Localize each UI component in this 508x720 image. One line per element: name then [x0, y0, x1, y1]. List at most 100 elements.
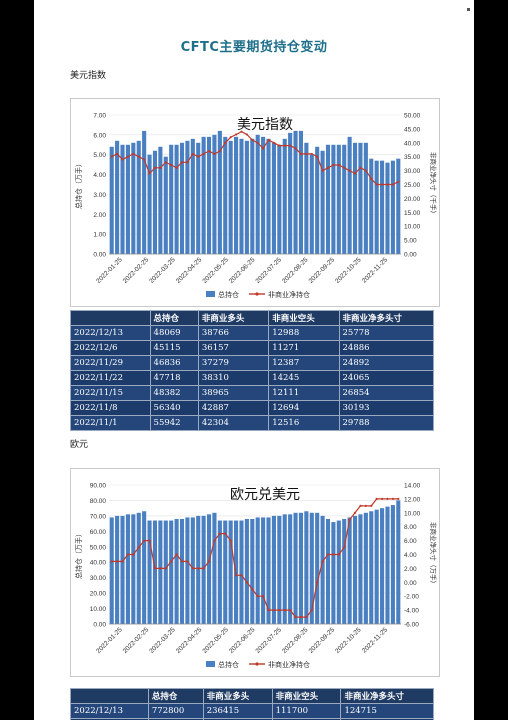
- line-point: [224, 532, 227, 535]
- bar: [147, 154, 152, 254]
- line-point: [116, 560, 119, 563]
- bar: [109, 517, 114, 624]
- line-point: [132, 152, 135, 156]
- line-point: [170, 560, 173, 563]
- line-point: [326, 553, 330, 556]
- table-cell: 55942: [149, 415, 199, 431]
- y-left-tick-label: 3.00: [93, 192, 106, 199]
- table-cell: 29788: [338, 415, 434, 431]
- bar: [304, 142, 309, 254]
- table-cell: 48069: [149, 325, 199, 341]
- eur-positions-table: 总持仓 非商业多头 非商业空头 非商业净多头寸 2022/12/13 772800 2364…: [70, 688, 434, 720]
- line-point: [272, 609, 276, 612]
- table-cell: 2022/11/29: [70, 355, 151, 371]
- document-page: CFTC主要期货持仓变动 美元指数 0.00 1.00 2.00 3.00 4.00 5.…: [34, 0, 474, 720]
- table-header-cell: 非商业净多头寸: [340, 688, 434, 704]
- bar: [374, 160, 379, 254]
- bar: [147, 520, 152, 624]
- x-tick-label: 2022-01-25: [95, 626, 124, 655]
- bar: [363, 512, 368, 624]
- y-right-tick-label: -2.00: [404, 594, 419, 601]
- y-right-tick-label: 0.00: [404, 580, 417, 587]
- y-right-tick-label: 45.00: [404, 126, 421, 133]
- bar: [347, 136, 352, 254]
- table-cell: 2022/11/15: [70, 385, 151, 401]
- bar: [250, 518, 255, 624]
- x-tick-label: 2022-09-25: [308, 256, 337, 285]
- bar: [212, 134, 217, 254]
- table-cell: 25778: [338, 325, 434, 341]
- x-tick-label: 2022-07-25: [254, 256, 283, 285]
- line-point: [370, 504, 373, 507]
- line-point: [207, 150, 211, 153]
- bar: [342, 518, 347, 624]
- y-right-tick-label: 25.00: [404, 182, 421, 189]
- line-point: [289, 144, 292, 147]
- y-left-tick-label: 30.00: [90, 575, 107, 582]
- bar: [223, 136, 228, 254]
- bar: [217, 130, 222, 254]
- bar: [115, 140, 120, 254]
- bar: [309, 154, 314, 254]
- line-point: [153, 166, 157, 169]
- bar: [255, 517, 260, 624]
- line-point: [197, 567, 200, 570]
- bar: [163, 520, 168, 624]
- table-cell: 12988: [268, 325, 340, 341]
- table-cell: 37279: [197, 355, 270, 371]
- bar: [196, 142, 201, 254]
- bar: [190, 138, 195, 254]
- line-point: [207, 560, 211, 563]
- line-point: [332, 163, 335, 167]
- bar: [277, 515, 282, 624]
- x-tick-label: 2022-11-25: [361, 256, 389, 284]
- line-point: [148, 539, 151, 542]
- bar: [136, 140, 141, 254]
- bar: [315, 146, 320, 254]
- table-cell: 120180: [271, 718, 342, 720]
- legend-line-marker: [255, 662, 259, 666]
- bar: [288, 514, 293, 624]
- line-point: [278, 144, 281, 147]
- bar: [142, 130, 147, 254]
- line-point: [359, 166, 362, 169]
- line-point: [143, 158, 146, 161]
- table-cell: 24065: [338, 370, 434, 386]
- line-point: [348, 169, 351, 172]
- table-cell: 236415: [202, 703, 273, 719]
- legend-label-net: 非商业净持仓: [268, 290, 310, 299]
- line-point: [121, 560, 124, 563]
- y-left-tick-label: 5.00: [93, 152, 106, 159]
- y-right-tick-label: 50.00: [404, 113, 421, 120]
- line-point: [262, 595, 265, 598]
- table-cell: 2022/12/13: [70, 325, 151, 341]
- line-point: [294, 615, 297, 619]
- table-cell: 36157: [197, 340, 270, 356]
- y-left-tick-label: 2.00: [93, 212, 106, 219]
- line-point: [391, 497, 394, 500]
- bar: [342, 144, 347, 254]
- x-tick-label: 2022-07-25: [254, 626, 283, 655]
- bar: [352, 515, 358, 624]
- bar: [131, 142, 136, 254]
- y-right-tick-label: 6.00: [404, 538, 417, 545]
- eurusd-chart: 0.00 10.00 20.00 30.00 40.00 50.00 60.00 70.00 8…: [74, 483, 438, 670]
- bar: [390, 160, 395, 254]
- y-left-axis-label: 总持仓（万手）: [74, 530, 83, 579]
- line-point: [186, 161, 189, 164]
- bar: [282, 514, 287, 624]
- x-tick-label: 2022-06-25: [228, 626, 257, 655]
- bar: [206, 514, 212, 624]
- usd-positions-table: 总持仓 非商业多头 非商业空头 非商业净多头寸 2022/12/13 48069 38766…: [70, 310, 434, 431]
- line-point: [121, 158, 124, 161]
- line-point: [397, 180, 400, 183]
- line-point: [353, 172, 357, 175]
- bar: [115, 515, 120, 624]
- line-point: [234, 133, 238, 136]
- bar: [185, 517, 190, 624]
- line-point: [375, 183, 378, 186]
- line-point: [180, 560, 184, 563]
- table-header-cell: 总持仓: [147, 688, 204, 704]
- bar: [244, 140, 249, 254]
- section-label-eur: 欧元: [70, 440, 89, 450]
